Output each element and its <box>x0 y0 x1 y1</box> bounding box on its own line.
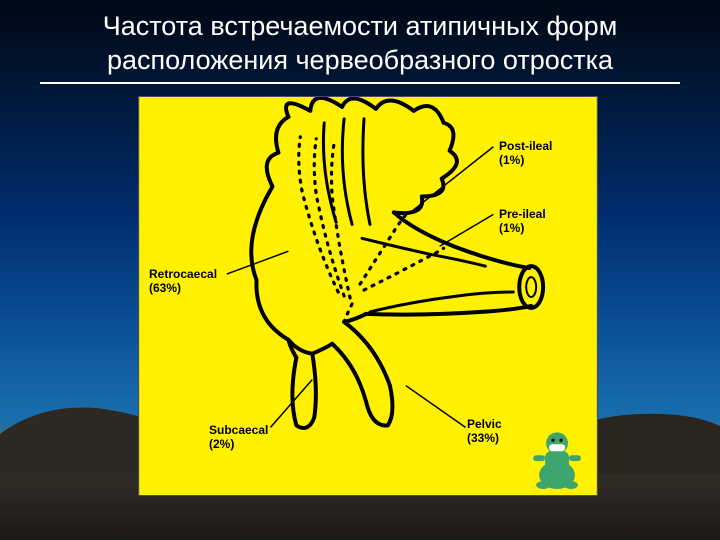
title-container: Частота встречаемости атипичных форм рас… <box>0 0 720 90</box>
slide-title: Частота встречаемости атипичных форм рас… <box>40 10 680 84</box>
appendix-diagram <box>139 97 597 495</box>
diagram-panel: Retrocaecal (63%) Subcaecal (2%) Post-il… <box>138 96 598 496</box>
